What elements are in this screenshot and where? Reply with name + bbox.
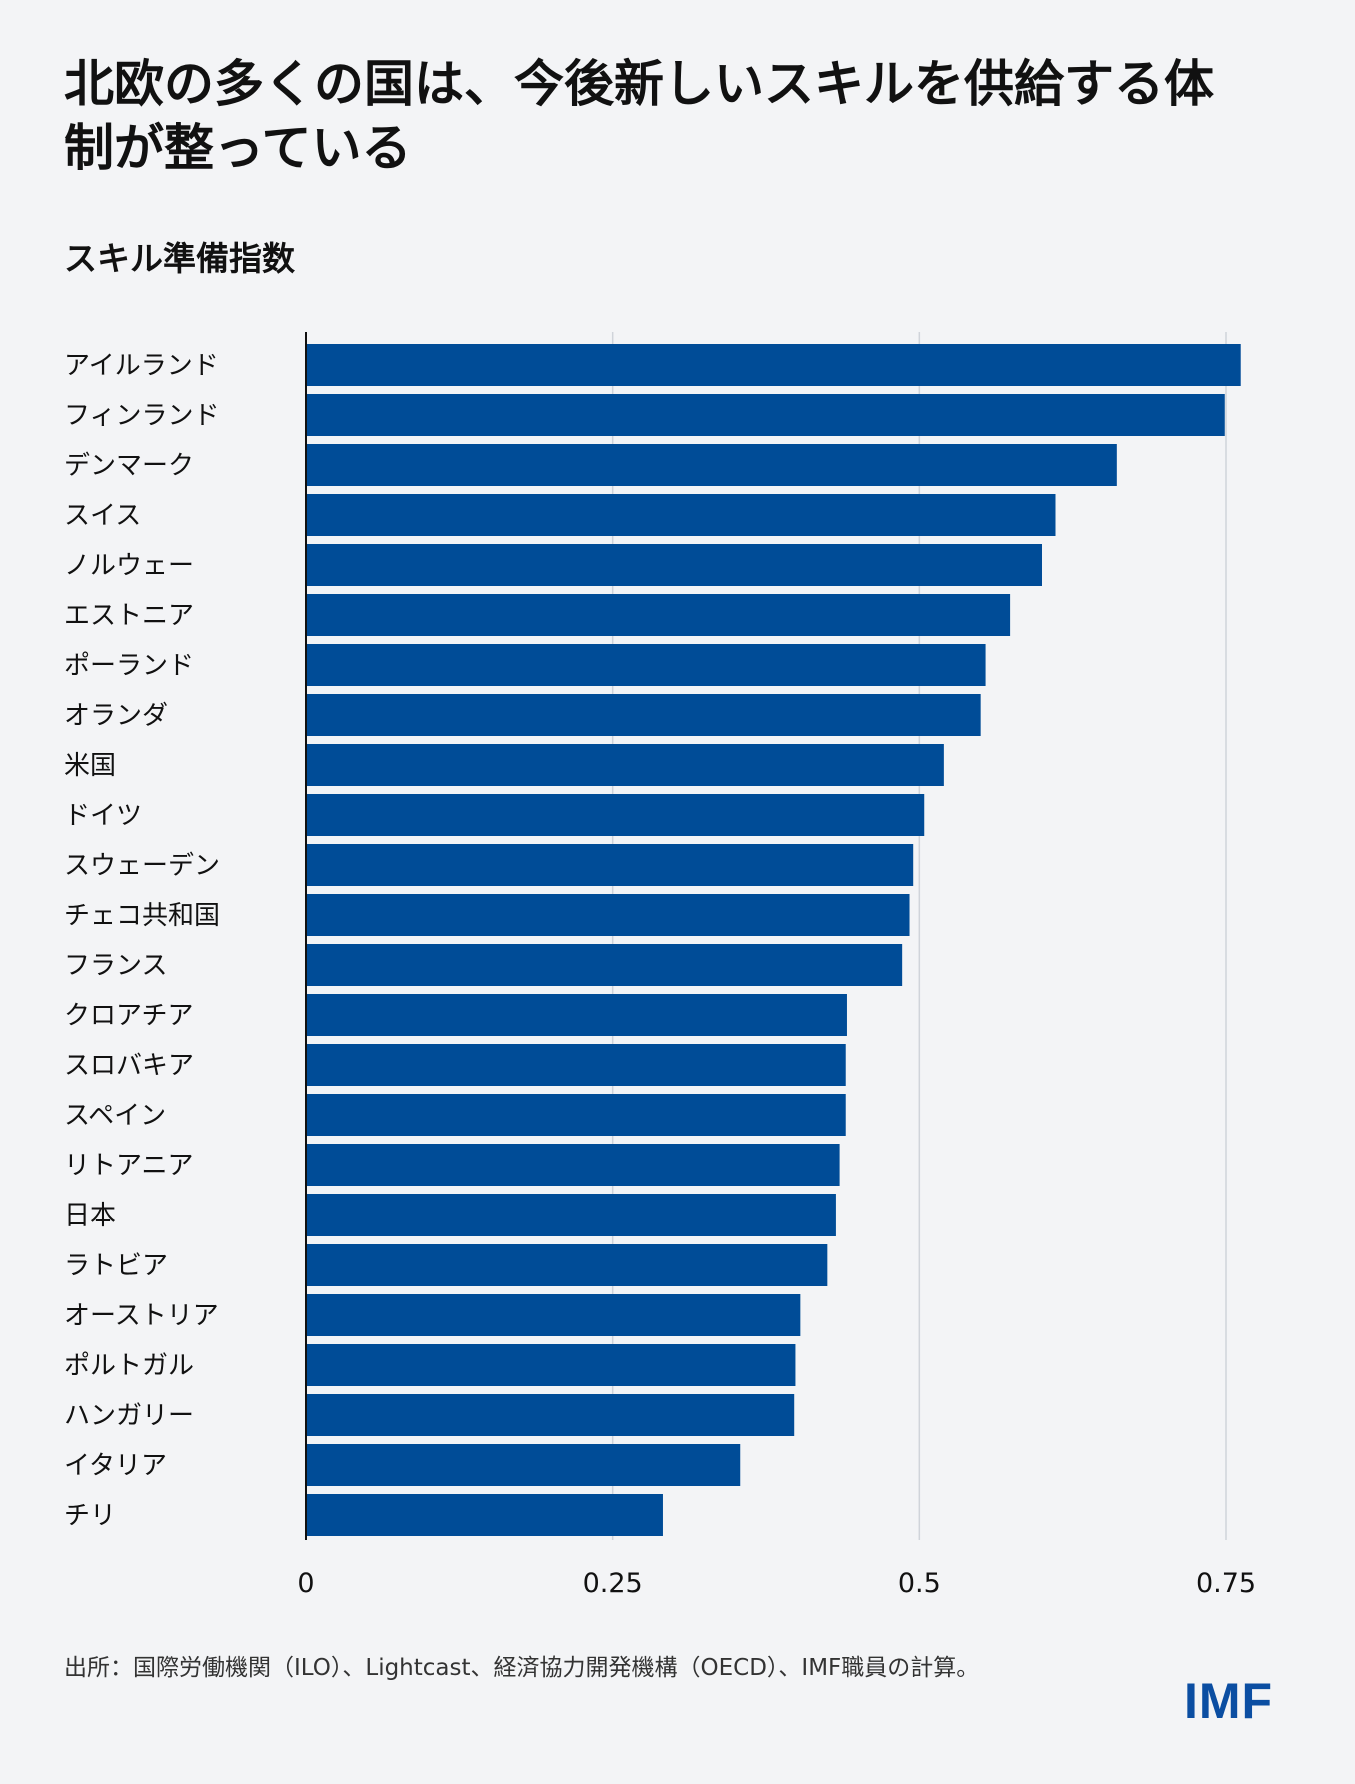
bar-13 [306,994,847,1036]
category-label: ノルウェー [64,551,194,581]
category-label: スウェーデン [64,851,220,881]
bar-10 [306,844,914,886]
category-label: チェコ共和国 [64,901,220,931]
category-label: チリ [64,1501,116,1531]
bar-11 [306,894,910,936]
bar-9 [306,794,925,836]
bar-15 [306,1094,846,1136]
bar-21 [306,1394,795,1436]
bar-4 [306,544,1042,586]
bar-12 [306,944,903,986]
category-label: リトアニア [64,1151,193,1181]
bar-8 [306,744,944,786]
category-label: スイス [64,501,141,531]
bar-23 [306,1494,663,1536]
category-label: デンマーク [64,451,194,481]
bar-0 [306,344,1241,386]
bar-20 [306,1344,796,1386]
category-label: イタリア [64,1451,167,1481]
bar-1 [306,394,1225,436]
category-label: ドイツ [64,801,142,831]
bar-chart: アイルランドフィンランドデンマークスイスノルウェーエストニアポーランドオランダ米… [64,332,1256,1599]
category-label: フィンランド [64,401,219,431]
chart-title: 北欧の多くの国は、今後新しいスキルを供給する体制が整っている [64,55,1214,177]
category-label: アイルランド [64,351,219,381]
bar-14 [306,1044,846,1086]
category-label: オーストリア [64,1301,219,1331]
category-label: エストニア [64,601,194,631]
category-label: 日本 [64,1201,116,1231]
x-tick-label: 0.25 [583,1568,643,1599]
source-note: 出所：国際労働機関（ILO）、Lightcast、経済協力開発機構（OECD）、… [64,1655,980,1681]
bar-16 [306,1144,840,1186]
x-tick-label: 0.5 [898,1568,941,1599]
chart-subtitle: スキル準備指数 [64,239,295,278]
bar-19 [306,1294,801,1336]
x-tick-label: 0 [297,1568,314,1599]
category-label: ポルトガル [64,1351,194,1381]
bar-2 [306,444,1117,486]
imf-logo: IMF [1184,1673,1274,1729]
bar-6 [306,644,986,686]
category-label: 米国 [64,751,116,781]
category-label: スペイン [64,1101,166,1131]
bar-18 [306,1244,828,1286]
category-label: オランダ [64,701,168,731]
bar-7 [306,694,981,736]
bar-3 [306,494,1056,536]
x-tick-label: 0.75 [1196,1568,1256,1599]
category-label: クロアチア [64,1001,193,1031]
category-label: スロバキア [64,1051,194,1081]
bar-17 [306,1194,836,1236]
category-label: フランス [64,951,167,981]
category-label: ポーランド [64,651,194,681]
category-label: ラトビア [64,1251,168,1281]
bar-22 [306,1444,741,1486]
category-label: ハンガリー [64,1401,194,1431]
bar-5 [306,594,1011,636]
